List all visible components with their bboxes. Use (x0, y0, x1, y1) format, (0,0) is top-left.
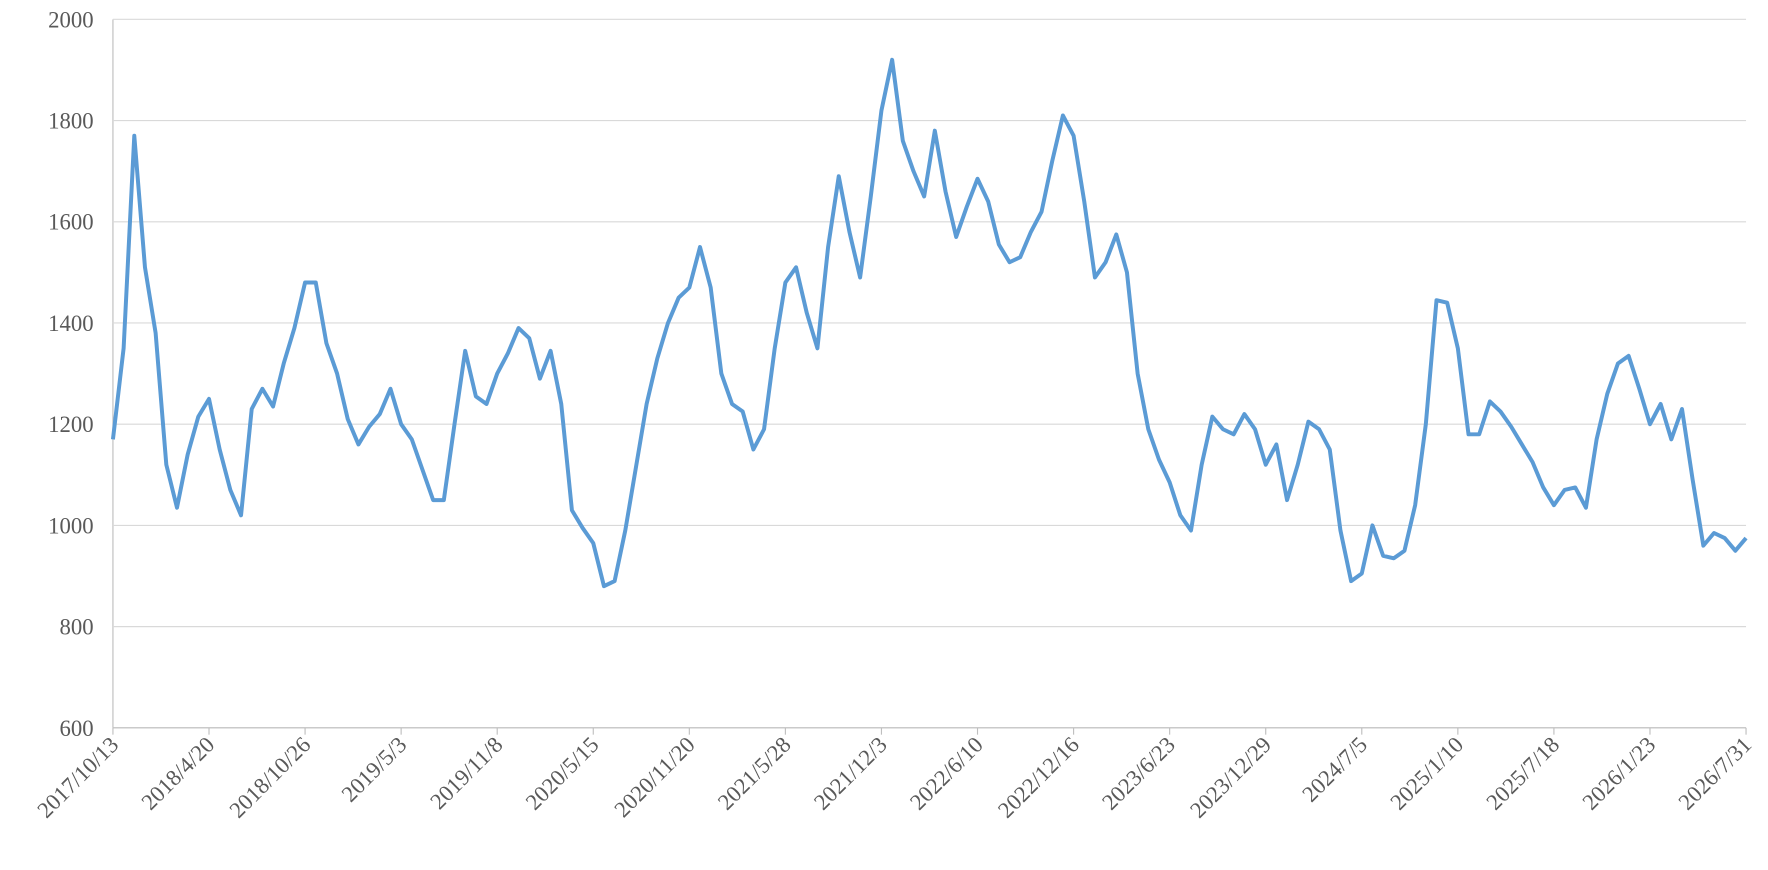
x-tick-label: 2019/5/3 (337, 732, 412, 807)
y-tick-label: 800 (59, 615, 93, 640)
x-tick-label: 2017/10/13 (32, 732, 123, 823)
x-tick-label: 2022/6/10 (905, 732, 988, 815)
x-tick-label: 2020/5/15 (521, 732, 604, 815)
line-series (110, 57, 1748, 589)
y-tick-label: 1200 (48, 412, 93, 437)
x-tick-label: 2026/1/23 (1577, 732, 1660, 815)
x-tick-label: 2024/7/5 (1297, 732, 1372, 807)
x-tick-label: 2023/12/29 (1185, 732, 1276, 823)
x-tick-label: 2019/11/8 (425, 732, 507, 814)
x-tick-label: 2018/10/26 (225, 732, 316, 823)
x-tick-label: 2018/4/20 (136, 732, 219, 815)
x-tick-label: 2022/12/16 (993, 732, 1084, 823)
y-tick-label: 600 (59, 716, 93, 741)
y-tick-label: 1000 (48, 513, 93, 538)
y-tick-label: 1400 (48, 311, 93, 336)
x-tick-label: 2020/11/20 (609, 732, 699, 822)
x-tick-label: 2025/1/10 (1385, 732, 1468, 815)
x-tick-label: 2021/12/3 (809, 732, 892, 815)
y-tick-label: 1800 (48, 109, 93, 134)
y-tick-label: 1600 (48, 210, 93, 235)
y-tick-label: 2000 (48, 7, 93, 32)
x-tick-label: 2026/7/31 (1674, 732, 1757, 815)
x-tick-label: 2021/5/28 (713, 732, 796, 815)
x-tick-label: 2023/6/23 (1097, 732, 1180, 815)
x-tick-label: 2025/7/18 (1481, 732, 1564, 815)
